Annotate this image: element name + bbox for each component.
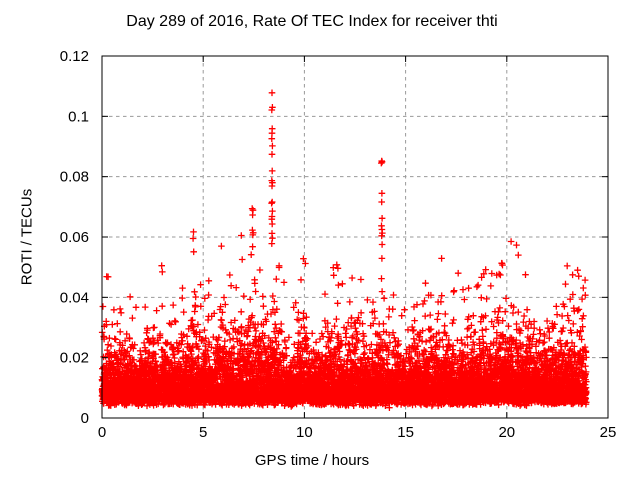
x-tick-label: 25 — [600, 424, 617, 441]
x-tick-label: 15 — [397, 424, 414, 441]
x-axis-label: GPS time / hours — [254, 452, 370, 469]
y-tick-label: 0.04 — [60, 289, 89, 306]
y-tick-label: 0.1 — [68, 108, 89, 125]
y-tick-label: 0.02 — [60, 350, 89, 367]
chart-title: Day 289 of 2016, Rate Of TEC Index for r… — [126, 13, 498, 30]
data-points — [98, 89, 590, 411]
y-tick-label: 0.12 — [60, 48, 89, 65]
y-tick-label: 0.08 — [60, 169, 89, 186]
y-tick-label: 0.06 — [60, 229, 89, 246]
y-axis-label-text: ROTI / TECUs — [18, 188, 36, 286]
y-tick-label: 0 — [81, 410, 89, 427]
x-tick-label: 5 — [199, 424, 207, 441]
x-tick-label: 0 — [98, 424, 106, 441]
x-tick-label: 10 — [296, 424, 313, 441]
x-tick-label: 20 — [498, 424, 515, 441]
